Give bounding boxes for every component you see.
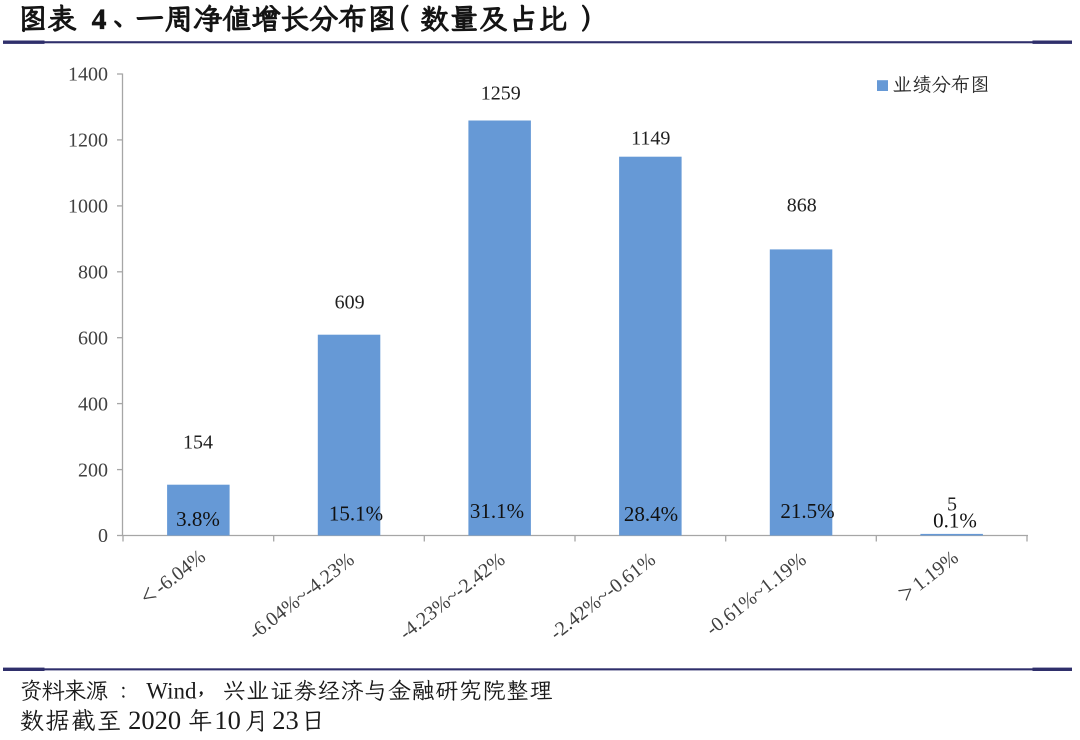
svg-text:600: 600	[78, 327, 108, 349]
svg-text:21.5%: 21.5%	[780, 499, 834, 523]
svg-text:1200: 1200	[68, 130, 108, 152]
svg-text:0.1%: 0.1%	[933, 509, 977, 533]
svg-text:1400: 1400	[68, 64, 108, 86]
svg-text:3.8%: 3.8%	[176, 507, 220, 531]
svg-text:15.1%: 15.1%	[329, 502, 383, 526]
svg-text:400: 400	[78, 393, 108, 415]
svg-text:23: 23	[272, 705, 299, 735]
svg-text:200: 200	[78, 459, 108, 481]
svg-text:154: 154	[183, 431, 213, 453]
svg-text:31.1%: 31.1%	[470, 499, 524, 523]
svg-text:5: 5	[947, 493, 957, 515]
svg-text:10: 10	[214, 705, 241, 735]
svg-text:609: 609	[335, 291, 365, 313]
svg-text:2020: 2020	[128, 705, 181, 735]
svg-text:1000: 1000	[68, 196, 108, 218]
svg-text:800: 800	[78, 262, 108, 284]
svg-text:0: 0	[98, 525, 108, 547]
svg-text:28.4%: 28.4%	[624, 502, 678, 526]
svg-text:1259: 1259	[481, 83, 521, 105]
svg-text:1149: 1149	[631, 128, 670, 150]
svg-text:Wind: Wind	[146, 679, 197, 704]
svg-text:868: 868	[787, 194, 817, 216]
